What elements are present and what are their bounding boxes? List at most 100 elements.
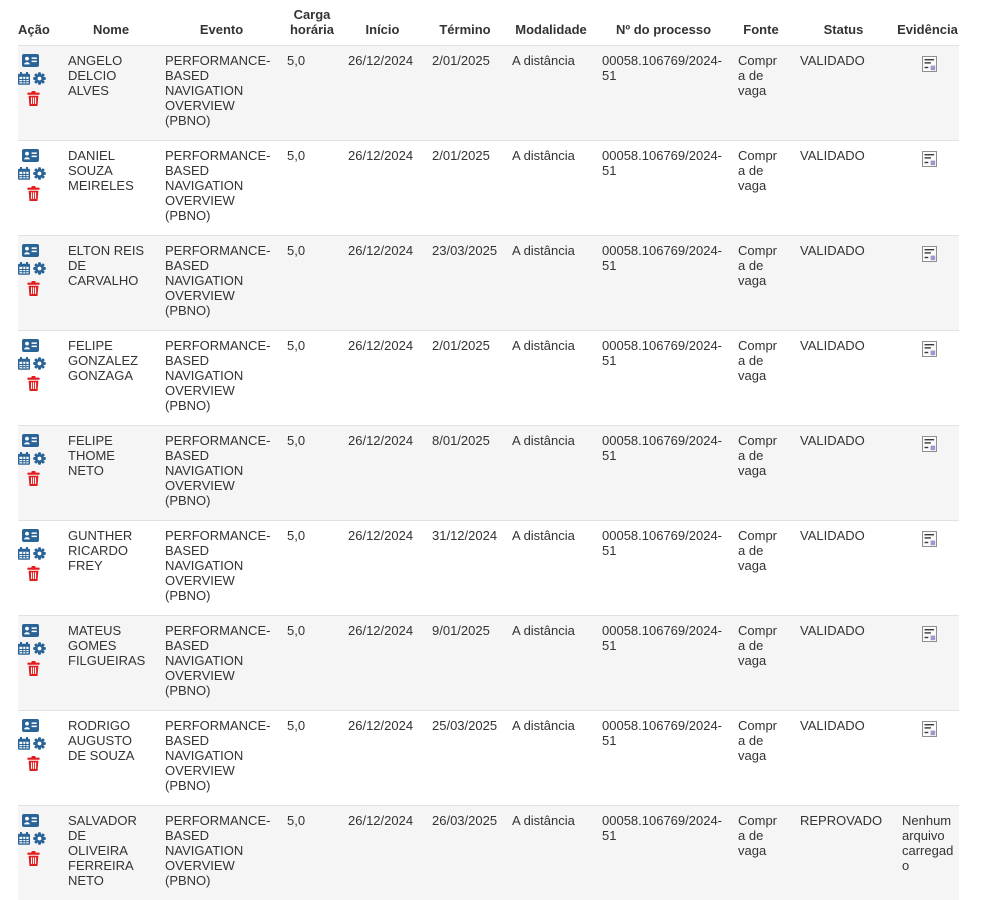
table-row: MATEUS GOMES FILGUEIRAS PERFORMANCE-BASE… — [18, 614, 959, 710]
event-cell: PERFORMANCE-BASED NAVIGATION OVERVIEW (P… — [160, 614, 283, 710]
trash-icon[interactable] — [27, 565, 40, 581]
evidence-view-button[interactable] — [902, 55, 957, 75]
calendar-icon[interactable] — [18, 641, 30, 655]
start-date-cell: 26/12/2024 — [341, 329, 424, 425]
contact-card-icon[interactable] — [22, 623, 39, 637]
table-row: FELIPE THOME NETO PERFORMANCE-BASED NAVI… — [18, 424, 959, 520]
modality-cell: A distância — [506, 614, 596, 710]
start-date-cell: 26/12/2024 — [341, 44, 424, 140]
actions-cell — [18, 424, 62, 520]
modality-cell: A distância — [506, 329, 596, 425]
evidence-view-button[interactable] — [902, 625, 957, 645]
column-header-evidencia: Evidência — [897, 21, 958, 37]
calendar-icon[interactable] — [18, 831, 30, 845]
evidence-notes-icon — [922, 340, 937, 357]
evidence-cell — [896, 44, 959, 140]
table-header: Ação Nome Evento Carga horária Início Té… — [18, 0, 959, 45]
evidence-cell — [896, 234, 959, 330]
evidence-view-button[interactable] — [902, 435, 957, 455]
source-cell: Compra de vaga — [731, 709, 791, 805]
contact-card-icon[interactable] — [22, 338, 39, 352]
evidence-view-button[interactable] — [902, 150, 957, 170]
workload-cell: 5,0 — [283, 44, 341, 140]
end-date-cell: 2/01/2025 — [424, 44, 506, 140]
trash-icon[interactable] — [27, 185, 40, 201]
gear-icon[interactable] — [33, 546, 46, 560]
end-date-cell: 2/01/2025 — [424, 139, 506, 235]
evidence-view-button[interactable] — [902, 530, 957, 550]
modality-cell: A distância — [506, 519, 596, 615]
trash-icon[interactable] — [27, 375, 40, 391]
table-row: FELIPE GONZALEZ GONZAGA PERFORMANCE-BASE… — [18, 329, 959, 425]
evidence-cell — [896, 709, 959, 805]
contact-card-icon[interactable] — [22, 813, 39, 827]
modality-cell: A distância — [506, 709, 596, 805]
actions-cell — [18, 709, 62, 805]
process-number-cell: 00058.106769/2024-51 — [596, 139, 731, 235]
source-cell: Compra de vaga — [731, 234, 791, 330]
process-number-cell: 00058.106769/2024-51 — [596, 329, 731, 425]
gear-icon[interactable] — [33, 166, 46, 180]
event-cell: PERFORMANCE-BASED NAVIGATION OVERVIEW (P… — [160, 234, 283, 330]
evidence-view-button[interactable] — [902, 720, 957, 740]
contact-card-icon[interactable] — [22, 718, 39, 732]
table-row: DANIEL SOUZA MEIRELES PERFORMANCE-BASED … — [18, 139, 959, 235]
contact-card-icon[interactable] — [22, 243, 39, 257]
actions-cell — [18, 329, 62, 425]
start-date-cell: 26/12/2024 — [341, 614, 424, 710]
evidence-text: Nenhum arquivo carregado — [902, 812, 954, 873]
trash-icon[interactable] — [27, 850, 40, 866]
source-cell: Compra de vaga — [731, 329, 791, 425]
calendar-icon[interactable] — [18, 736, 30, 750]
event-cell: PERFORMANCE-BASED NAVIGATION OVERVIEW (P… — [160, 804, 283, 900]
trash-icon[interactable] — [27, 660, 40, 676]
name-cell: FELIPE GONZALEZ GONZAGA — [62, 329, 160, 425]
process-number-cell: 00058.106769/2024-51 — [596, 424, 731, 520]
name-cell: DANIEL SOUZA MEIRELES — [62, 139, 160, 235]
table-row: ELTON REIS DE CARVALHO PERFORMANCE-BASED… — [18, 234, 959, 330]
contact-card-icon[interactable] — [22, 433, 39, 447]
modality-cell: A distância — [506, 804, 596, 900]
end-date-cell: 25/03/2025 — [424, 709, 506, 805]
contact-card-icon[interactable] — [22, 148, 39, 162]
table-row: GUNTHER RICARDO FREY PERFORMANCE-BASED N… — [18, 519, 959, 615]
contact-card-icon[interactable] — [22, 528, 39, 542]
trash-icon[interactable] — [27, 470, 40, 486]
event-cell: PERFORMANCE-BASED NAVIGATION OVERVIEW (P… — [160, 519, 283, 615]
trash-icon[interactable] — [27, 90, 40, 106]
calendar-icon[interactable] — [18, 166, 30, 180]
trash-icon[interactable] — [27, 755, 40, 771]
source-cell: Compra de vaga — [731, 804, 791, 900]
process-number-cell: 00058.106769/2024-51 — [596, 709, 731, 805]
column-header-fonte: Fonte — [743, 21, 779, 37]
name-cell: ELTON REIS DE CARVALHO — [62, 234, 160, 330]
calendar-icon[interactable] — [18, 356, 30, 370]
column-header-evento: Evento — [199, 21, 244, 37]
calendar-icon[interactable] — [18, 261, 30, 275]
gear-icon[interactable] — [33, 831, 46, 845]
modality-cell: A distância — [506, 234, 596, 330]
gear-icon[interactable] — [33, 641, 46, 655]
contact-card-icon[interactable] — [22, 53, 39, 67]
evidence-view-button[interactable] — [902, 340, 957, 360]
source-cell: Compra de vaga — [731, 139, 791, 235]
trash-icon[interactable] — [27, 280, 40, 296]
gear-icon[interactable] — [33, 736, 46, 750]
calendar-icon[interactable] — [18, 71, 30, 85]
table-row: ANGELO DELCIO ALVES PERFORMANCE-BASED NA… — [18, 44, 959, 140]
actions-cell — [18, 234, 62, 330]
calendar-icon[interactable] — [18, 546, 30, 560]
start-date-cell: 26/12/2024 — [341, 139, 424, 235]
gear-icon[interactable] — [33, 261, 46, 275]
end-date-cell: 23/03/2025 — [424, 234, 506, 330]
end-date-cell: 26/03/2025 — [424, 804, 506, 900]
calendar-icon[interactable] — [18, 451, 30, 465]
workload-cell: 5,0 — [283, 804, 341, 900]
actions-cell — [18, 44, 62, 140]
gear-icon[interactable] — [33, 356, 46, 370]
column-header-carga-horaria: Carga horária — [289, 6, 335, 37]
gear-icon[interactable] — [33, 71, 46, 85]
gear-icon[interactable] — [33, 451, 46, 465]
status-cell: VALIDADO — [791, 709, 896, 805]
evidence-view-button[interactable] — [902, 245, 957, 265]
